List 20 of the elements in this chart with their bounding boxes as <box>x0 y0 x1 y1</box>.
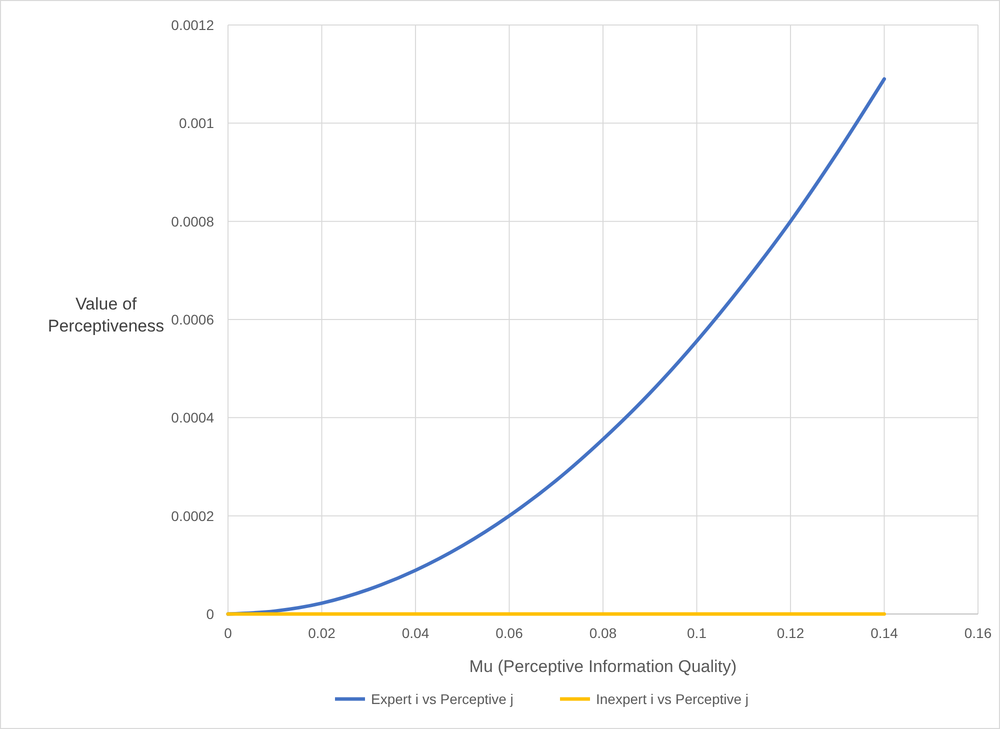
y-tick-label: 0.0012 <box>171 17 214 33</box>
y-tick-label: 0.0008 <box>171 213 214 230</box>
y-tick-label: 0.001 <box>178 115 214 132</box>
x-tick-label: 0.16 <box>964 625 992 641</box>
y-axis-title: Value of Perceptiveness <box>48 294 164 336</box>
y-tick-label: 0 <box>206 606 214 622</box>
x-tick-label: 0.04 <box>402 625 430 641</box>
x-tick-label: 0.08 <box>589 625 617 641</box>
y-tick-label: 0.0002 <box>171 508 214 524</box>
legend-label: Inexpert i vs Perceptive j <box>596 691 749 707</box>
x-tick-label: 0.14 <box>870 625 898 641</box>
x-axis-title: Mu (Perceptive Information Quality) <box>469 657 737 676</box>
y-tick-label: 0.0004 <box>171 410 214 426</box>
x-tick-label: 0.12 <box>776 625 804 641</box>
x-tick-label: 0.06 <box>496 625 524 641</box>
legend-label: Expert i vs Perceptive j <box>371 691 514 707</box>
y-tick-label: 0.0006 <box>171 312 214 328</box>
x-tick-label: 0 <box>224 625 232 641</box>
x-tick-label: 0.02 <box>308 625 336 641</box>
x-tick-label: 0.1 <box>687 625 707 641</box>
